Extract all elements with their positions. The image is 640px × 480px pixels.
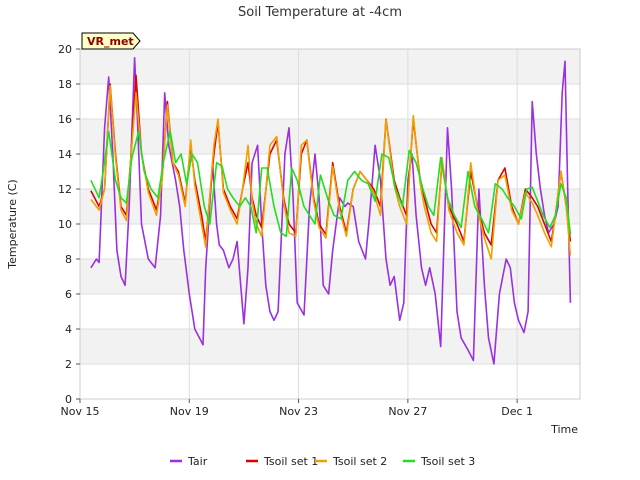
legend-item: Tsoil set 1: [246, 455, 318, 468]
annotation-text: VR_met: [87, 35, 134, 48]
legend-label: Tsoil set 1: [263, 455, 318, 468]
x-axis-label: Time: [550, 423, 578, 436]
y-tick-label: 8: [65, 253, 72, 266]
series-line-tsoil-set-3: [90, 130, 572, 238]
grid-band: [80, 329, 580, 364]
grid-band: [80, 119, 580, 154]
legend-label: Tsoil set 3: [420, 455, 475, 468]
annotation-box: [81, 32, 141, 50]
legend: Tair Tsoil set 1 Tsoil set 2 Tsoil set 3: [170, 455, 475, 468]
series-layer: [90, 56, 572, 365]
y-tick-label: 12: [58, 183, 72, 196]
legend-item: Tsoil set 3: [403, 455, 475, 468]
series-line-tsoil-set-2: [90, 85, 572, 260]
x-tick-label: Nov 15: [61, 405, 100, 418]
y-tick-label: 10: [58, 218, 72, 231]
y-tick-label: 18: [58, 78, 72, 91]
x-tick-label: Dec 1: [501, 405, 533, 418]
title-group: Soil Temperature at -4cm: [238, 5, 402, 20]
series-line-tair: [90, 56, 572, 365]
y-tick-label: 4: [65, 323, 72, 336]
y-axis-ticks: 0 2 4 6 8 10 12 14 16 18 20: [58, 43, 80, 406]
legend-label: Tsoil set 2: [332, 455, 387, 468]
y-tick-label: 14: [58, 148, 72, 161]
legend-item: Tair: [170, 455, 208, 468]
legend-item: Tsoil set 2: [315, 455, 387, 468]
annotation-badge: VR_met: [81, 32, 141, 50]
y-tick-label: 16: [58, 113, 72, 126]
x-tick-label: Nov 23: [279, 405, 318, 418]
x-tick-label: Nov 19: [170, 405, 209, 418]
y-tick-label: 20: [58, 43, 72, 56]
y-axis-label: Temperature (C): [6, 179, 19, 269]
x-axis-ticks: Nov 15 Nov 19 Nov 23 Nov 27 Dec 1: [61, 399, 533, 418]
y-tick-label: 2: [65, 358, 72, 371]
y-tick-label: 0: [65, 393, 72, 406]
legend-label: Tair: [187, 455, 208, 468]
chart-title: Soil Temperature at -4cm: [238, 5, 402, 20]
grid-band: [80, 49, 580, 84]
x-tick-label: Nov 27: [388, 405, 427, 418]
y-tick-label: 6: [65, 288, 72, 301]
